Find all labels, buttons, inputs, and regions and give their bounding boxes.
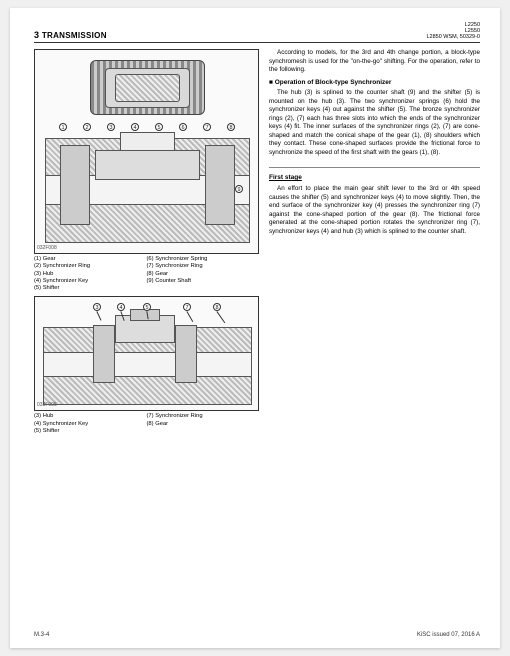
left-column: 1 2 3 4 5 6 7 8 9 032F008 (1) Gear (2) S…: [34, 49, 259, 439]
page-footer: M.3-4 KiSC issued 07, 2016 A: [34, 632, 480, 638]
lower-text-block: First stage An effort to place the main …: [269, 174, 480, 236]
section-number: 3: [34, 30, 39, 40]
legend-item: (5) Shifter: [34, 428, 147, 435]
subheading-operation: Operation of Block-type Synchronizer: [269, 79, 480, 88]
legend-item: (9) Counter Shaft: [147, 278, 260, 285]
model-codes: L2250 L2550: [426, 22, 480, 34]
content-columns: 1 2 3 4 5 6 7 8 9 032F008 (1) Gear (2) S…: [34, 49, 480, 439]
operation-paragraph: The hub (3) is splined to the counter sh…: [269, 89, 480, 157]
intro-paragraph: According to models, for the 3rd and 4th…: [269, 49, 480, 75]
first-stage-paragraph: An effort to place the main gear shift l…: [269, 185, 480, 236]
figure-2: 3 4 5 7 8 033F005: [34, 296, 259, 411]
figure-1-code: 032F008: [37, 245, 57, 251]
legend-2-right: (7) Synchronizer Ring (8) Gear: [147, 413, 260, 435]
legend-item: (6) Synchronizer Spring: [147, 256, 260, 263]
upper-text-block: According to models, for the 3rd and 4th…: [269, 49, 480, 168]
legend-item: (4) Synchronizer Key: [34, 421, 147, 428]
page-number: M.3-4: [34, 632, 49, 638]
page: 3 TRANSMISSION L2250 L2550 L2850 WSM, 50…: [10, 8, 500, 648]
doc-code: L2250 L2550 L2850 WSM, 50329-0: [426, 22, 480, 40]
wsm-code: L2850 WSM, 50329-0: [426, 34, 480, 40]
first-stage-title: First stage: [269, 174, 480, 183]
legend-item: (3) Hub: [34, 413, 147, 420]
figure-2-legend: (3) Hub (4) Synchronizer Key (5) Shifter…: [34, 413, 259, 435]
figure-2-code: 033F005: [37, 402, 57, 408]
legend-1-right: (6) Synchronizer Spring (7) Synchronizer…: [147, 256, 260, 292]
legend-item: (7) Synchronizer Ring: [147, 413, 260, 420]
legend-2-left: (3) Hub (4) Synchronizer Key (5) Shifter: [34, 413, 147, 435]
legend-item: (8) Gear: [147, 421, 260, 428]
right-column: According to models, for the 3rd and 4th…: [269, 49, 480, 439]
legend-item: (8) Gear: [147, 271, 260, 278]
legend-item: (2) Synchronizer Ring: [34, 263, 147, 270]
figure-1: 1 2 3 4 5 6 7 8 9 032F008: [34, 49, 259, 254]
legend-item: (3) Hub: [34, 271, 147, 278]
section-title: 3 TRANSMISSION: [34, 30, 107, 40]
legend-item: (7) Synchronizer Ring: [147, 263, 260, 270]
legend-1-left: (1) Gear (2) Synchronizer Ring (3) Hub (…: [34, 256, 147, 292]
legend-item: (4) Synchronizer Key: [34, 278, 147, 285]
legend-item: (1) Gear: [34, 256, 147, 263]
figure-1-legend: (1) Gear (2) Synchronizer Ring (3) Hub (…: [34, 256, 259, 292]
legend-item: (5) Shifter: [34, 285, 147, 292]
page-header: 3 TRANSMISSION L2250 L2550 L2850 WSM, 50…: [34, 22, 480, 43]
issued-note: KiSC issued 07, 2016 A: [417, 632, 480, 638]
section-name: TRANSMISSION: [42, 31, 107, 40]
